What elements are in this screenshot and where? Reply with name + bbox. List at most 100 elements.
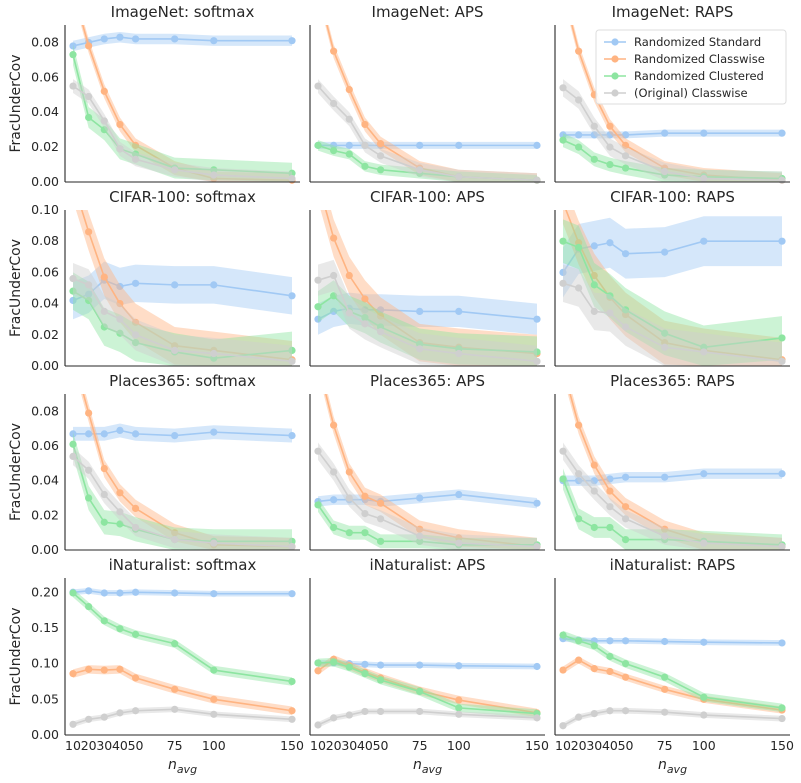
- point-cifar-100-raps-randomized-clustered-50: [621, 306, 630, 314]
- point-inaturalist-softmax-randomized-clustered-50: [131, 630, 140, 638]
- point-imagenet-aps-original-classwise-30: [345, 115, 353, 123]
- x-tick-label: 50: [128, 738, 144, 753]
- point-cifar-100-aps-randomized-clustered-150: [533, 348, 541, 356]
- point-places365-aps-randomized-clustered-50: [376, 537, 385, 545]
- line-cifar-100-aps-randomized-classwise: [324, 210, 538, 355]
- point-places365-softmax-original-classwise-10: [69, 452, 77, 460]
- line-cifar-100-aps-randomized-clustered: [317, 294, 538, 353]
- band-imagenet-softmax-original-classwise: [73, 79, 292, 182]
- point-cifar-100-raps-original-classwise-100: [700, 348, 708, 356]
- point-inaturalist-softmax-randomized-standard-30: [100, 589, 108, 597]
- x-tick-label: 100: [692, 738, 716, 753]
- panel-title-imagenet-softmax: ImageNet: softmax: [111, 3, 255, 21]
- band-cifar-100-aps-randomized-clustered: [318, 280, 537, 366]
- point-places365-raps-original-classwise-75: [661, 532, 669, 540]
- point-imagenet-aps-randomized-standard-75: [416, 141, 424, 149]
- x-tick-label: 50: [618, 738, 634, 753]
- point-places365-softmax-randomized-standard-20: [85, 430, 93, 438]
- panel-title-places365-softmax: Places365: softmax: [109, 372, 256, 390]
- point-imagenet-softmax-randomized-classwise-20: [85, 42, 93, 50]
- point-inaturalist-raps-randomized-standard-75: [661, 637, 669, 646]
- point-cifar-100-softmax-randomized-standard-150: [288, 292, 296, 300]
- point-imagenet-raps-original-classwise-50: [621, 152, 630, 160]
- point-cifar-100-aps-original-classwise-100: [455, 349, 463, 358]
- point-inaturalist-raps-randomized-classwise-30: [590, 665, 598, 673]
- point-inaturalist-softmax-randomized-clustered-100: [210, 666, 218, 674]
- point-imagenet-aps-randomized-clustered-10: [314, 141, 322, 149]
- point-places365-aps-randomized-classwise-50: [376, 499, 385, 507]
- point-imagenet-softmax-original-classwise-150: [288, 174, 296, 183]
- point-inaturalist-raps-randomized-clustered-100: [700, 693, 708, 701]
- y-axis-label: FracUnderCov: [8, 54, 24, 152]
- band-imagenet-softmax-randomized-standard: [73, 31, 292, 52]
- band-places365-raps-randomized-clustered: [563, 468, 782, 550]
- legend-label-randomized-clustered: Randomized Clustered: [634, 69, 764, 83]
- point-inaturalist-aps-randomized-clustered-20: [330, 658, 338, 666]
- point-inaturalist-softmax-original-classwise-30: [100, 713, 108, 721]
- point-places365-softmax-randomized-standard-50: [131, 430, 140, 438]
- point-cifar-100-raps-original-classwise-20: [575, 284, 583, 292]
- point-inaturalist-aps-randomized-clustered-75: [416, 687, 424, 696]
- point-places365-softmax-original-classwise-50: [131, 523, 140, 532]
- point-imagenet-softmax-randomized-standard-100: [210, 37, 218, 45]
- line-cifar-100-softmax-randomized-classwise: [80, 210, 293, 361]
- band-inaturalist-aps-randomized-classwise: [318, 655, 537, 718]
- point-cifar-100-aps-randomized-classwise-50: [376, 312, 385, 320]
- x-tick-label: 20: [81, 738, 97, 753]
- line-places365-aps-original-classwise: [317, 450, 538, 548]
- point-inaturalist-raps-randomized-standard-150: [778, 639, 786, 647]
- y-tick-label: 0.04: [31, 104, 59, 119]
- point-imagenet-softmax-original-classwise-30: [100, 117, 108, 125]
- point-places365-aps-randomized-clustered-20: [330, 523, 338, 532]
- point-imagenet-softmax-randomized-standard-10: [69, 42, 77, 50]
- point-cifar-100-raps-original-classwise-150: [778, 357, 786, 365]
- point-places365-aps-randomized-classwise-30: [345, 468, 353, 476]
- point-cifar-100-softmax-randomized-clustered-40: [116, 329, 124, 337]
- point-imagenet-raps-randomized-clustered-50: [621, 164, 630, 172]
- point-cifar-100-softmax-randomized-classwise-50: [131, 318, 140, 326]
- point-imagenet-softmax-randomized-clustered-100: [210, 166, 218, 174]
- point-inaturalist-aps-randomized-standard-40: [361, 660, 369, 668]
- point-places365-softmax-randomized-clustered-20: [85, 494, 93, 502]
- point-places365-aps-randomized-standard-150: [533, 499, 541, 507]
- point-cifar-100-aps-randomized-clustered-10: [314, 303, 322, 311]
- point-cifar-100-raps-randomized-clustered-30: [590, 281, 598, 289]
- point-cifar-100-softmax-randomized-standard-20: [85, 290, 93, 298]
- point-places365-raps-randomized-clustered-10: [559, 475, 567, 483]
- point-places365-raps-original-classwise-10: [559, 447, 567, 455]
- point-cifar-100-softmax-randomized-standard-100: [210, 281, 218, 289]
- point-imagenet-aps-original-classwise-50: [376, 152, 385, 160]
- legend-marker-original-classwise: [611, 89, 619, 97]
- line-imagenet-softmax-randomized-clustered: [72, 54, 293, 175]
- point-inaturalist-aps-original-classwise-30: [345, 711, 353, 719]
- point-imagenet-softmax-original-classwise-40: [116, 145, 124, 153]
- point-places365-raps-randomized-standard-30: [590, 477, 598, 485]
- point-cifar-100-softmax-original-classwise-30: [100, 307, 108, 315]
- legend-label-original-classwise: (Original) Classwise: [634, 86, 748, 100]
- point-places365-raps-randomized-clustered-50: [621, 536, 630, 544]
- band-places365-softmax-original-classwise: [73, 447, 292, 550]
- point-imagenet-softmax-randomized-standard-150: [288, 37, 296, 45]
- band-inaturalist-aps-randomized-clustered: [318, 657, 537, 718]
- y-tick-label: 0.08: [31, 233, 59, 248]
- point-cifar-100-softmax-randomized-clustered-20: [85, 296, 93, 305]
- point-cifar-100-softmax-randomized-classwise-30: [100, 273, 108, 281]
- point-cifar-100-raps-randomized-clustered-20: [575, 243, 583, 252]
- point-inaturalist-softmax-original-classwise-50: [131, 707, 140, 715]
- point-inaturalist-softmax-original-classwise-10: [69, 720, 77, 728]
- point-cifar-100-softmax-original-classwise-100: [210, 349, 218, 358]
- point-inaturalist-softmax-randomized-standard-20: [85, 587, 93, 595]
- point-imagenet-aps-original-classwise-40: [361, 141, 369, 149]
- point-cifar-100-softmax-randomized-clustered-10: [69, 287, 77, 295]
- point-cifar-100-aps-randomized-standard-40: [361, 306, 369, 314]
- point-inaturalist-softmax-randomized-standard-40: [116, 589, 124, 597]
- point-cifar-100-softmax-randomized-clustered-30: [100, 323, 108, 331]
- point-cifar-100-aps-randomized-standard-20: [330, 307, 338, 315]
- band-cifar-100-softmax-randomized-clustered: [73, 272, 292, 366]
- x-tick-label: 100: [447, 738, 471, 753]
- point-cifar-100-softmax-original-classwise-10: [69, 275, 77, 283]
- point-imagenet-aps-randomized-standard-30: [345, 141, 353, 149]
- point-places365-softmax-randomized-clustered-30: [100, 518, 108, 526]
- point-imagenet-aps-randomized-classwise-30: [345, 85, 353, 94]
